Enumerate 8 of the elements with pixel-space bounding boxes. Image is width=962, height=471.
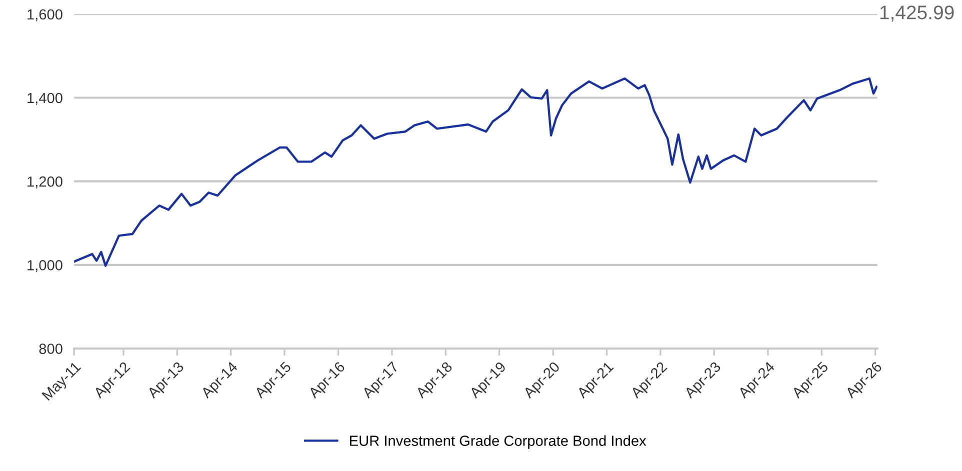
legend-label: EUR Investment Grade Corporate Bond Index [350,435,646,449]
y-tick-label: 1,000 [28,260,62,272]
line-series [74,77,878,267]
y-tick-label: 1,400 [28,92,62,105]
text: 1,425.99 [880,6,954,22]
y-tick-label: 1,600 [28,9,62,22]
y-tick-label: 800 [39,344,62,354]
y-tick-label: 1,200 [28,176,62,188]
